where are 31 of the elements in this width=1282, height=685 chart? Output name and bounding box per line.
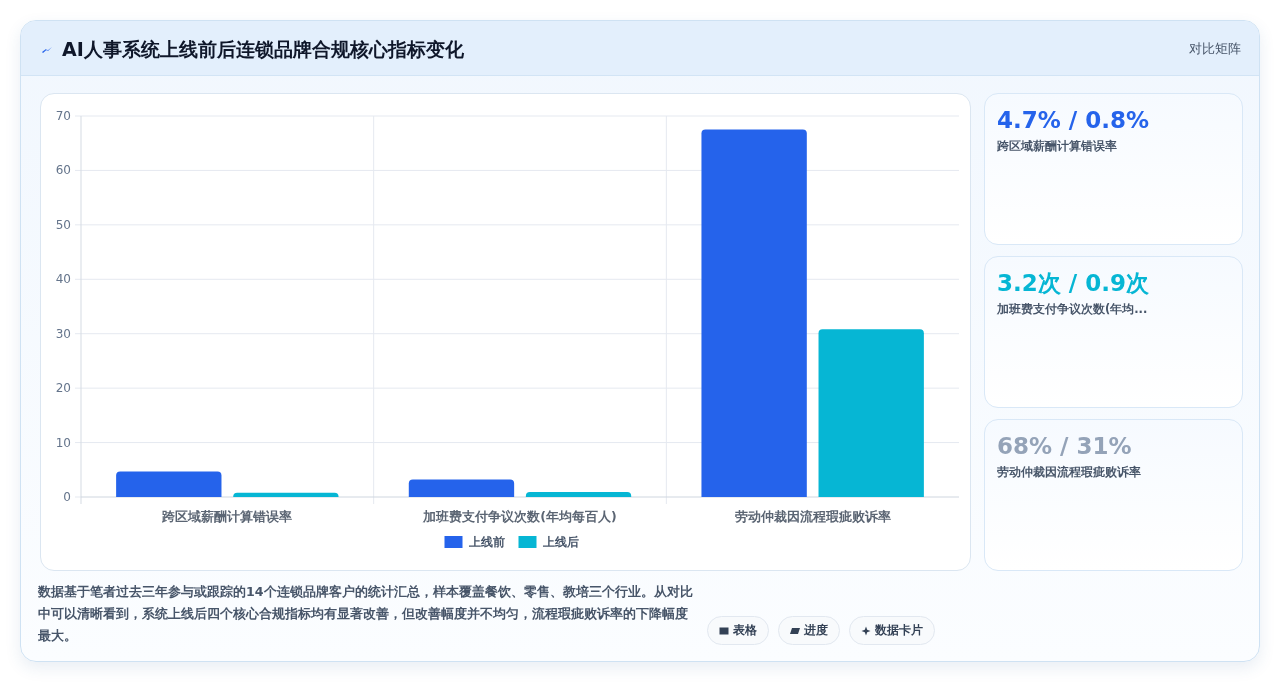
bar bbox=[818, 329, 924, 497]
y-tick-label: 60 bbox=[55, 163, 71, 178]
bar bbox=[525, 492, 632, 497]
text: 4.7% / 0.8% bbox=[997, 106, 1149, 134]
legend-label: 上线后 bbox=[541, 535, 579, 549]
legend-label: 上线前 bbox=[467, 535, 505, 549]
text: 跨区域薪酬计算错误率 bbox=[997, 138, 1117, 154]
text: 加班费支付争议次数(年均... bbox=[997, 301, 1148, 317]
bar bbox=[233, 492, 339, 497]
text: 表格 bbox=[733, 622, 757, 639]
text: 劳动仲裁因流程瑕疵败诉率 bbox=[997, 464, 1141, 480]
y-tick-label: 10 bbox=[55, 435, 71, 450]
bar bbox=[701, 129, 807, 497]
text: 数据基于笔者过去三年参与或跟踪的14个连锁品牌客户的统计汇总，样本覆盖餐饮、零售、教培三个行业。从对比中可以清晰看到，系统上线后四个核心合规指标均有显著改善，但改善幅度并不均匀，流程瑕疵败诉率的下降幅度最大。 bbox=[38, 583, 694, 645]
text: 数据卡片 bbox=[875, 622, 923, 639]
bar bbox=[116, 471, 222, 497]
text: AI人事系统上线前后连锁品牌合规核心指标变化 bbox=[62, 37, 464, 61]
bar bbox=[408, 479, 515, 497]
y-tick-label: 30 bbox=[55, 326, 71, 341]
y-tick-label: 70 bbox=[55, 109, 71, 123]
y-tick-label: 40 bbox=[55, 272, 71, 287]
text: 进度 bbox=[804, 622, 828, 639]
text: 68% / 31% bbox=[997, 432, 1132, 460]
y-tick-label: 50 bbox=[55, 217, 71, 232]
x-tick-label: 跨区域薪酬计算错误率 bbox=[161, 509, 293, 524]
x-tick-label: 加班费支付争议次数(年均每百人) bbox=[422, 509, 617, 524]
y-tick-label: 0 bbox=[63, 490, 71, 504]
y-tick-label: 20 bbox=[55, 381, 71, 396]
text: 3.2次 / 0.9次 bbox=[997, 269, 1149, 297]
text: 对比矩阵 bbox=[1189, 40, 1241, 58]
x-tick-label: 劳动仲裁因流程瑕疵败诉率 bbox=[734, 509, 891, 524]
